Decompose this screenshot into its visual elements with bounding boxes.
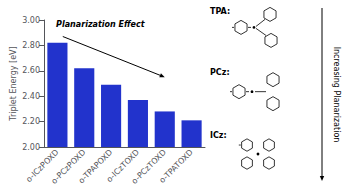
svg-text:2.20: 2.20 — [22, 117, 40, 126]
svg-text:o-TPAPOXD: o-TPAPOXD — [76, 147, 115, 186]
svg-text:o-PCzTOXD: o-PCzTOXD — [129, 147, 168, 186]
svg-text:2.80: 2.80 — [22, 41, 40, 50]
svg-text:ICz:: ICz: — [210, 131, 227, 140]
svg-text:2.40: 2.40 — [22, 92, 40, 101]
svg-text:3.00: 3.00 — [22, 16, 40, 25]
svg-text:Planarization Effect: Planarization Effect — [56, 20, 146, 29]
svg-text:o-ICzTOXD: o-ICzTOXD — [104, 147, 142, 185]
svg-text:TPA:: TPA: — [210, 7, 230, 16]
svg-text:o-TPATOXD: o-TPATOXD — [158, 148, 195, 185]
svg-text:2.60: 2.60 — [22, 66, 40, 75]
svg-text:PCz:: PCz: — [210, 68, 230, 77]
svg-text:o-ICzPOXD: o-ICzPOXD — [24, 147, 61, 185]
svg-text:Increasing Planarization: Increasing Planarization — [332, 47, 341, 143]
svg-text:o-PCzPOXD: o-PCzPOXD — [49, 147, 88, 186]
svg-text:Triplet Energy [eV]: Triplet Energy [eV] — [9, 46, 18, 121]
svg-text:2.00: 2.00 — [22, 143, 40, 152]
